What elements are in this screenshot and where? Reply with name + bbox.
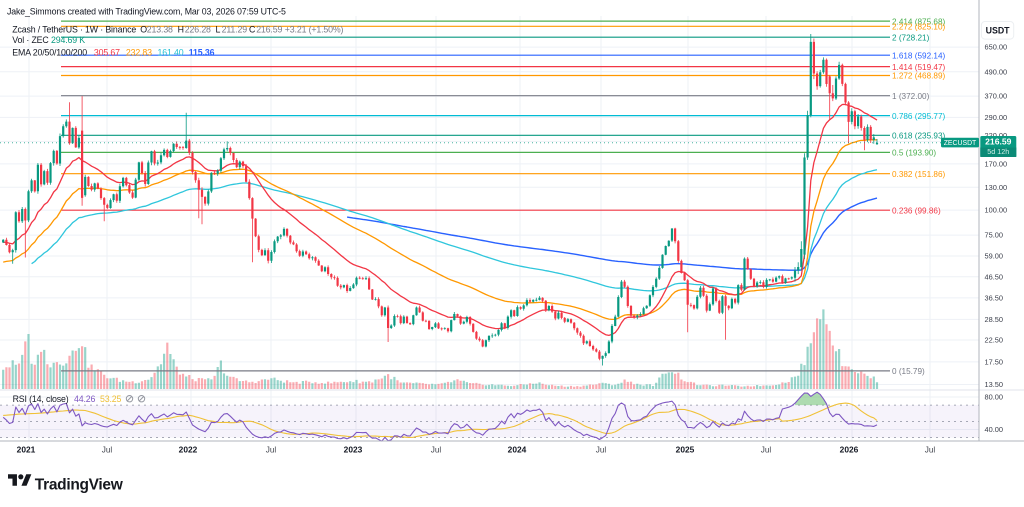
svg-text:370.00: 370.00 bbox=[985, 92, 1008, 101]
svg-text:2.414 (875.68): 2.414 (875.68) bbox=[892, 17, 946, 26]
svg-text:Zcash / TetherUS · 1W · Binanc: Zcash / TetherUS · 1W · Binance O213.38 H2… bbox=[12, 25, 343, 35]
svg-text:22.50: 22.50 bbox=[985, 336, 1004, 345]
svg-text:75.00: 75.00 bbox=[985, 231, 1004, 240]
svg-text:220.00: 220.00 bbox=[985, 131, 1008, 140]
svg-text:46.50: 46.50 bbox=[985, 272, 1004, 281]
svg-text:Jul: Jul bbox=[925, 446, 936, 455]
svg-text:2024: 2024 bbox=[508, 445, 527, 455]
svg-text:490.00: 490.00 bbox=[985, 67, 1008, 76]
svg-text:1 (372.00): 1 (372.00) bbox=[892, 92, 930, 101]
svg-text:2022: 2022 bbox=[179, 445, 198, 455]
svg-text:USDT: USDT bbox=[986, 26, 1011, 36]
svg-text:Jul: Jul bbox=[102, 446, 113, 455]
svg-text:ZECUSDT: ZECUSDT bbox=[944, 140, 977, 147]
svg-text:Jul: Jul bbox=[761, 446, 772, 455]
svg-text:Jul: Jul bbox=[431, 446, 442, 455]
svg-text:17.50: 17.50 bbox=[985, 358, 1004, 367]
svg-text:2 (728.21): 2 (728.21) bbox=[892, 33, 930, 42]
svg-text:Jul: Jul bbox=[266, 446, 277, 455]
svg-text:80.00: 80.00 bbox=[985, 393, 1004, 402]
svg-text:130.00: 130.00 bbox=[985, 183, 1008, 192]
svg-text:28.50: 28.50 bbox=[985, 315, 1004, 324]
svg-text:170.00: 170.00 bbox=[985, 160, 1008, 169]
svg-text:290.00: 290.00 bbox=[985, 113, 1008, 122]
svg-text:36.50: 36.50 bbox=[985, 294, 1004, 303]
svg-text:5d 12h: 5d 12h bbox=[987, 147, 1009, 156]
svg-text:13.50: 13.50 bbox=[985, 380, 1004, 389]
svg-text:216.59: 216.59 bbox=[985, 137, 1012, 147]
svg-text:0.618 (235.93): 0.618 (235.93) bbox=[892, 132, 946, 141]
svg-text:Jul: Jul bbox=[596, 446, 607, 455]
svg-text:2023: 2023 bbox=[344, 445, 363, 455]
svg-text:2025: 2025 bbox=[676, 445, 695, 455]
svg-text:0.5 (193.90): 0.5 (193.90) bbox=[892, 149, 936, 158]
svg-text:100.00: 100.00 bbox=[985, 206, 1008, 215]
svg-text:1.272 (468.89): 1.272 (468.89) bbox=[892, 72, 946, 81]
svg-text:0.382 (151.86): 0.382 (151.86) bbox=[892, 170, 946, 179]
svg-text:0 (15.79): 0 (15.79) bbox=[892, 367, 925, 376]
svg-text:1.618 (592.14): 1.618 (592.14) bbox=[892, 51, 946, 60]
svg-text:Jake_Simmons created with Trad: Jake_Simmons created with TradingView.co… bbox=[7, 7, 286, 17]
svg-text:650.00: 650.00 bbox=[985, 43, 1008, 52]
svg-text:1.414 (519.47): 1.414 (519.47) bbox=[892, 63, 946, 72]
svg-text:40.00: 40.00 bbox=[985, 425, 1004, 434]
svg-text:2021: 2021 bbox=[17, 445, 36, 455]
svg-text:2.272 (825.10): 2.272 (825.10) bbox=[892, 23, 946, 32]
svg-text:2026: 2026 bbox=[840, 445, 859, 455]
svg-text:0.236 (99.86): 0.236 (99.86) bbox=[892, 206, 941, 215]
svg-text:TradingView: TradingView bbox=[35, 476, 124, 493]
svg-text:59.00: 59.00 bbox=[985, 252, 1004, 261]
svg-text:0.786 (295.77): 0.786 (295.77) bbox=[892, 112, 946, 121]
